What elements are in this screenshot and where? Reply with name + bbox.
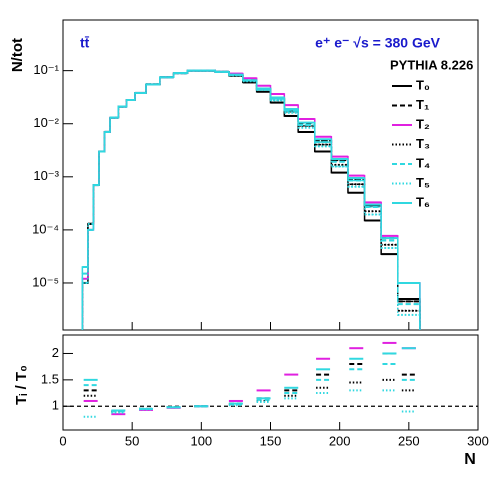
histogram-riser bbox=[81, 69, 421, 330]
x-tick-label: 200 bbox=[329, 433, 351, 448]
process-label: tt̄ bbox=[80, 34, 90, 50]
x-tick-label: 250 bbox=[398, 433, 420, 448]
histogram-riser bbox=[81, 69, 421, 330]
legend-label: T₅ bbox=[416, 175, 430, 190]
ratio-frame bbox=[62, 334, 479, 431]
y-tick-label: 10⁻² bbox=[33, 115, 59, 130]
legend-label: T₆ bbox=[416, 194, 430, 209]
histogram-riser bbox=[81, 69, 421, 330]
y-tick-label: 10⁻³ bbox=[33, 168, 59, 183]
x-tick-label: 300 bbox=[467, 433, 489, 448]
legend-label: T₀ bbox=[416, 77, 430, 92]
y-tick-label: 1.5 bbox=[41, 371, 59, 386]
x-tick-label: 100 bbox=[190, 433, 212, 448]
histogram-riser bbox=[81, 69, 421, 330]
histogram-riser bbox=[81, 69, 421, 330]
y-tick-label: 10⁻¹ bbox=[33, 62, 59, 77]
y-tick-label: 2 bbox=[52, 345, 59, 360]
y-tick-label: 10⁻⁴ bbox=[32, 221, 59, 236]
y-tick-label: 10⁻⁵ bbox=[32, 274, 59, 289]
y-tick-label: 1 bbox=[52, 398, 59, 413]
x-axis-label: N bbox=[464, 451, 476, 468]
y-axis-label: N/tot bbox=[9, 38, 26, 72]
legend-label: T₃ bbox=[416, 136, 430, 151]
x-tick-label: 0 bbox=[59, 433, 66, 448]
histogram-riser bbox=[81, 69, 421, 330]
legend-label: T₁ bbox=[416, 97, 429, 112]
legend-label: T₂ bbox=[416, 116, 430, 131]
energy-label: e⁺ e⁻ √s = 380 GeV bbox=[315, 35, 440, 51]
x-tick-label: 50 bbox=[125, 433, 139, 448]
legend-label: T₄ bbox=[416, 155, 430, 170]
legend-title: PYTHIA 8.226 bbox=[390, 57, 473, 72]
x-tick-label: 150 bbox=[260, 433, 282, 448]
histogram-riser bbox=[81, 69, 421, 330]
ratio-y-label: Tᵢ / T₀ bbox=[13, 365, 30, 405]
